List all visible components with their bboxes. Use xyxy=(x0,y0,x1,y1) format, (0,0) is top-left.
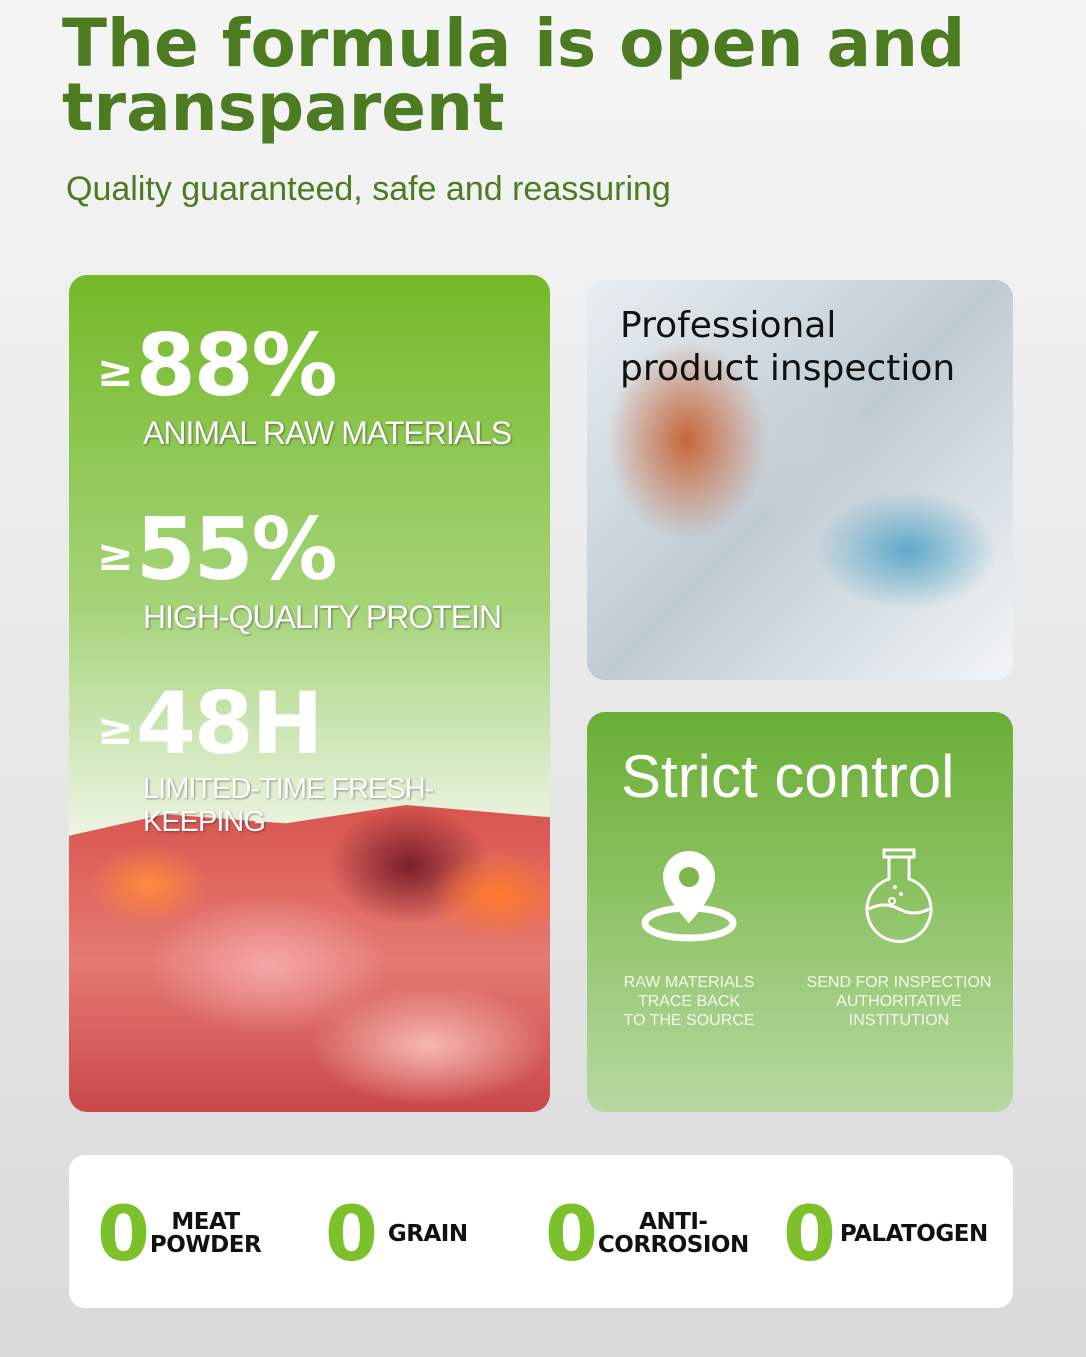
page-title: The formula is open and transparent xyxy=(62,5,966,146)
stats-card: ≥88% ANIMAL RAW MATERIALS ≥55% HIGH-QUALIT… xyxy=(69,275,550,1112)
zero-label: GRAIN xyxy=(387,1220,468,1247)
inspection-title: Professional product inspection xyxy=(620,304,955,390)
location-pin-icon xyxy=(641,851,737,942)
feature-line: TRACE BACK xyxy=(637,993,741,1010)
zero-label: CORROSION xyxy=(597,1232,749,1258)
stat-label: LIMITED-TIME FRESH-KEEPING xyxy=(143,772,434,838)
zero-label: ANTI- xyxy=(639,1209,708,1235)
feature-line: TO THE SOURCE xyxy=(623,1012,755,1029)
stat-fresh: ≥48H LIMITED-TIME FRESH-KEEPING xyxy=(97,681,550,839)
ge-symbol: ≥ xyxy=(97,703,134,755)
stat-label: HIGH-QUALITY PROTEIN xyxy=(143,598,502,635)
subtitle: Quality guaranteed, safe and reassuring xyxy=(66,170,671,208)
stat-animal: ≥88% ANIMAL RAW MATERIALS xyxy=(97,323,512,452)
zero-anti-corrosion: 0 ANTI- CORROSION xyxy=(545,1189,749,1278)
zero-digit: 0 xyxy=(783,1189,836,1278)
feature-inspection: SEND FOR INSPECTION AUTHORITATIVE INSTITUT… xyxy=(799,847,999,1030)
zero-label: PALATOGEN xyxy=(839,1220,988,1247)
inspection-line: Professional xyxy=(620,305,837,346)
title-line: The formula is open and xyxy=(62,5,966,82)
zero-digit: 0 xyxy=(97,1189,150,1278)
ge-symbol: ≥ xyxy=(97,345,134,397)
zero-label: POWDER xyxy=(149,1232,262,1258)
stat-label: ANIMAL RAW MATERIALS xyxy=(143,414,512,451)
meat-image xyxy=(69,805,550,1112)
zero-palatogen: 0 PALATOGEN xyxy=(783,1189,988,1278)
stat-protein: ≥55% HIGH-QUALITY PROTEIN xyxy=(97,507,502,636)
zero-label: MEAT xyxy=(171,1209,240,1235)
ge-symbol: ≥ xyxy=(97,529,134,581)
zero-additives-bar: 0 MEAT POWDER 0 GRAIN 0 ANTI- CORROSION 0 PALA… xyxy=(69,1155,1013,1308)
zero-digit: 0 xyxy=(545,1189,598,1278)
strict-control-card: Strict control RAW MATERIALS TRACE BACK TO… xyxy=(587,712,1013,1112)
feature-line: INSTITUTION xyxy=(848,1012,950,1029)
title-line: transparent xyxy=(62,69,505,146)
feature-trace: RAW MATERIALS TRACE BACK TO THE SOURCE xyxy=(589,847,789,1030)
zero-digit: 0 xyxy=(325,1189,378,1278)
stat-value: 48H xyxy=(135,674,324,774)
feature-line: SEND FOR INSPECTION xyxy=(806,974,992,991)
feature-line: RAW MATERIALS xyxy=(623,974,755,991)
inspection-photo: Professional product inspection xyxy=(587,280,1013,680)
feature-line: AUTHORITATIVE xyxy=(836,993,962,1010)
inspection-line: product inspection xyxy=(620,348,956,389)
zero-grain: 0 GRAIN xyxy=(325,1189,468,1278)
stat-value: 88% xyxy=(135,316,338,416)
zero-meat-powder: 0 MEAT POWDER xyxy=(97,1189,262,1278)
stat-value: 55% xyxy=(135,500,338,600)
flask-icon xyxy=(865,848,933,943)
strict-title: Strict control xyxy=(621,743,955,810)
